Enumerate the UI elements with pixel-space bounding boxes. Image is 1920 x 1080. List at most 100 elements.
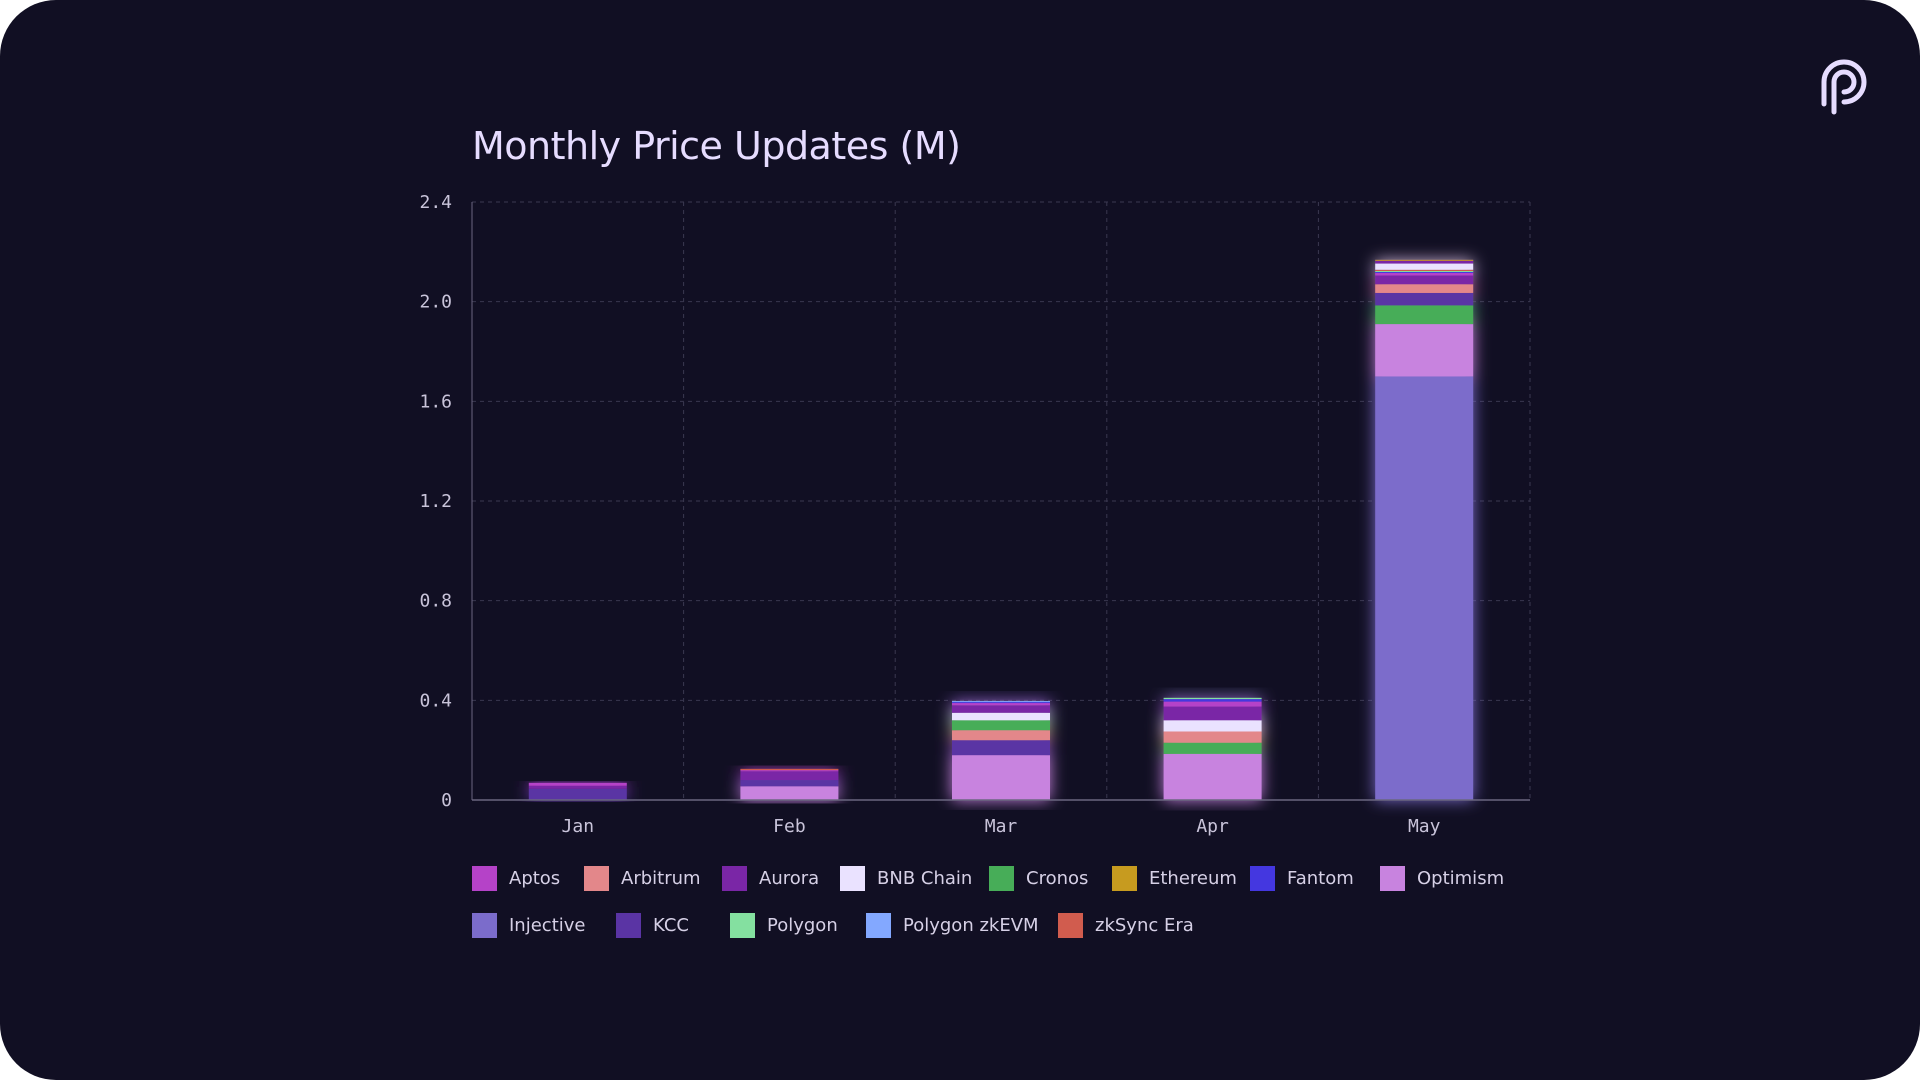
- bar-segment-fantom: [1375, 271, 1474, 274]
- legend-item: Aptos: [472, 865, 560, 891]
- legend-swatch: [866, 912, 891, 938]
- bar-segment-cronos: [1163, 742, 1262, 754]
- bar-segment-fantom: [952, 702, 1050, 704]
- legend-item: Aurora: [722, 865, 819, 891]
- x-tick-label: Apr: [1196, 816, 1229, 837]
- bar-segment-bnb-chain: [1375, 263, 1474, 270]
- legend-swatch: [616, 912, 641, 938]
- bar-stack-may: [1375, 259, 1474, 800]
- legend-swatch: [472, 912, 497, 938]
- x-tick-label: Feb: [773, 816, 806, 837]
- bar-segment-aptos: [528, 782, 627, 786]
- bar-segment-aptos: [1375, 273, 1474, 276]
- bar-stack-jan: [528, 782, 627, 800]
- bar-stack-feb: [740, 768, 839, 800]
- legend-label: Polygon: [767, 914, 838, 936]
- bar-segment-kcc: [528, 788, 627, 800]
- bar-segment-ethereum: [1375, 259, 1474, 261]
- legend-item: KCC: [616, 912, 689, 938]
- y-tick-label: 0.4: [419, 690, 452, 711]
- bar-segment-bnb-chain: [1163, 720, 1262, 732]
- y-tick-label: 1.6: [419, 391, 452, 412]
- legend-label: Injective: [509, 914, 586, 936]
- bar-segment-optimism: [740, 786, 839, 800]
- bar-segment-polygon: [1375, 271, 1474, 273]
- bar-segment-arbitrum: [952, 730, 1050, 741]
- bar-segment-aptos: [740, 770, 839, 772]
- bar-segment-aurora: [1163, 706, 1262, 721]
- legend-label: Fantom: [1287, 867, 1354, 889]
- y-tick-label: 0: [441, 790, 452, 811]
- bar-segment-aurora: [740, 771, 839, 781]
- bar-segment-aptos: [1163, 701, 1262, 707]
- legend-item: Fantom: [1250, 865, 1354, 891]
- bar-segment-optimism: [1163, 753, 1262, 800]
- bar-segment-optimism: [952, 755, 1050, 800]
- y-tick-label: 2.4: [419, 192, 452, 213]
- x-tick-label: May: [1408, 816, 1441, 837]
- bar-segment-arbitrum: [1375, 284, 1474, 293]
- bar-segment-aurora: [528, 785, 627, 789]
- legend-swatch: [1380, 865, 1405, 891]
- legend-swatch: [989, 865, 1014, 891]
- legend-swatch: [1112, 865, 1137, 891]
- legend: Aptos Arbitrum Aurora BNB Chain Cronos Ethere…: [472, 865, 1532, 959]
- legend-swatch: [840, 865, 865, 891]
- legend-item: Ethereum: [1112, 865, 1237, 891]
- legend-swatch: [1058, 912, 1083, 938]
- bar-stack-apr: [1163, 697, 1262, 800]
- bar-segment-bnb-chain: [952, 712, 1050, 721]
- legend-swatch: [722, 865, 747, 891]
- x-tick-label: Mar: [985, 816, 1018, 837]
- legend-label: BNB Chain: [877, 867, 973, 889]
- legend-label: zkSync Era: [1095, 914, 1194, 936]
- pyth-logo-icon: [1821, 59, 1867, 115]
- legend-item: Optimism: [1380, 865, 1504, 891]
- legend-item: BNB Chain: [840, 865, 972, 891]
- bar-segment-kcc: [952, 740, 1050, 756]
- legend-item: Polygon: [730, 912, 838, 938]
- tick-labels: 0 0.4 0.8 1.2 1.6 2.0 2.4 Jan Feb Mar Apr May: [419, 192, 1440, 837]
- legend-item: Cronos: [989, 865, 1088, 891]
- bar-segment-arbitrum: [1163, 731, 1262, 743]
- bar-segment-polygon-zkevm: [952, 701, 1050, 703]
- legend-label: Cronos: [1026, 867, 1089, 889]
- bar-segment-cronos: [1375, 305, 1474, 325]
- legend-item: Polygon zkEVM: [866, 912, 1039, 938]
- axes: [471, 202, 1530, 801]
- legend-item: Arbitrum: [584, 865, 701, 891]
- legend-label: Ethereum: [1149, 867, 1237, 889]
- bar-segment-injective: [1375, 376, 1474, 800]
- bar-segment-cronos: [952, 720, 1050, 731]
- legend-label: Polygon zkEVM: [903, 914, 1039, 936]
- legend-swatch: [584, 865, 609, 891]
- bar-segment-kcc: [1375, 292, 1474, 306]
- chart-title: Monthly Price Updates (M): [472, 124, 961, 168]
- bar-segment-fantom: [1163, 699, 1262, 702]
- bar-segment-aurora: [1375, 260, 1474, 264]
- legend-swatch: [1250, 865, 1275, 891]
- bar-segment-kcc: [740, 780, 839, 787]
- legend-label: KCC: [653, 914, 689, 936]
- bar-segment-optimism: [1375, 324, 1474, 377]
- bar-segment-aurora: [952, 705, 1050, 713]
- bar-segment-aptos: [952, 702, 1050, 706]
- legend-label: Optimism: [1417, 867, 1505, 889]
- bar-stack-mar: [952, 701, 1050, 800]
- bars: [528, 259, 1474, 800]
- legend-item: Injective: [472, 912, 585, 938]
- y-tick-label: 0.8: [419, 591, 452, 612]
- bar-segment-polygon: [1163, 697, 1262, 700]
- legend-row: Injective KCC Polygon Polygon zkEVM zkSync E…: [472, 912, 1532, 959]
- legend-row: Aptos Arbitrum Aurora BNB Chain Cronos Ethere…: [472, 865, 1532, 912]
- bar-segment-aurora: [1375, 275, 1474, 285]
- y-tick-label: 1.2: [419, 491, 452, 512]
- legend-swatch: [730, 912, 755, 938]
- bar-segment-zksync-era: [740, 768, 839, 771]
- bar-segment-zksync-era: [1375, 269, 1474, 272]
- y-tick-label: 2.0: [419, 292, 452, 313]
- legend-label: Arbitrum: [621, 867, 701, 889]
- legend-label: Aurora: [759, 867, 820, 889]
